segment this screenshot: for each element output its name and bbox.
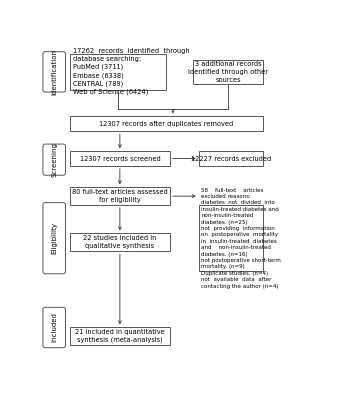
FancyBboxPatch shape: [43, 144, 65, 175]
Text: 12307 records after duplicates removed: 12307 records after duplicates removed: [99, 121, 234, 127]
Text: 12307 records screened: 12307 records screened: [80, 156, 160, 162]
FancyBboxPatch shape: [70, 54, 166, 90]
Text: 3 additional records
identified through other
sources: 3 additional records identified through …: [188, 61, 268, 83]
Text: Screening: Screening: [51, 142, 57, 177]
FancyBboxPatch shape: [70, 151, 170, 166]
Text: Included: Included: [51, 312, 57, 342]
FancyBboxPatch shape: [70, 327, 170, 345]
FancyBboxPatch shape: [70, 234, 170, 251]
FancyBboxPatch shape: [70, 187, 170, 205]
Text: Identification: Identification: [51, 49, 57, 95]
FancyBboxPatch shape: [43, 203, 65, 274]
FancyBboxPatch shape: [43, 307, 65, 348]
Text: 21 included in quantitative
synthesis (meta-analysis): 21 included in quantitative synthesis (m…: [75, 329, 165, 344]
Text: 58    full-text    articles
excluded reasons:
diabetes  not  divided  into
insul: 58 full-text articles excluded reasons: …: [201, 188, 281, 289]
FancyBboxPatch shape: [199, 151, 263, 166]
FancyBboxPatch shape: [194, 60, 263, 84]
Text: 12227 records excluded: 12227 records excluded: [191, 156, 271, 162]
FancyBboxPatch shape: [70, 116, 263, 131]
Text: 22 studies included in
qualitative synthesis: 22 studies included in qualitative synth…: [83, 236, 157, 249]
Text: 17262  records  identified  through
database searching:
PubMed (3711)
Embase (63: 17262 records identified through databas…: [73, 48, 189, 95]
Text: Eligibility: Eligibility: [51, 222, 57, 254]
FancyBboxPatch shape: [43, 52, 65, 92]
FancyBboxPatch shape: [199, 205, 263, 271]
Text: 80 full-text articles assessed
for eligibility: 80 full-text articles assessed for eligi…: [72, 189, 168, 203]
